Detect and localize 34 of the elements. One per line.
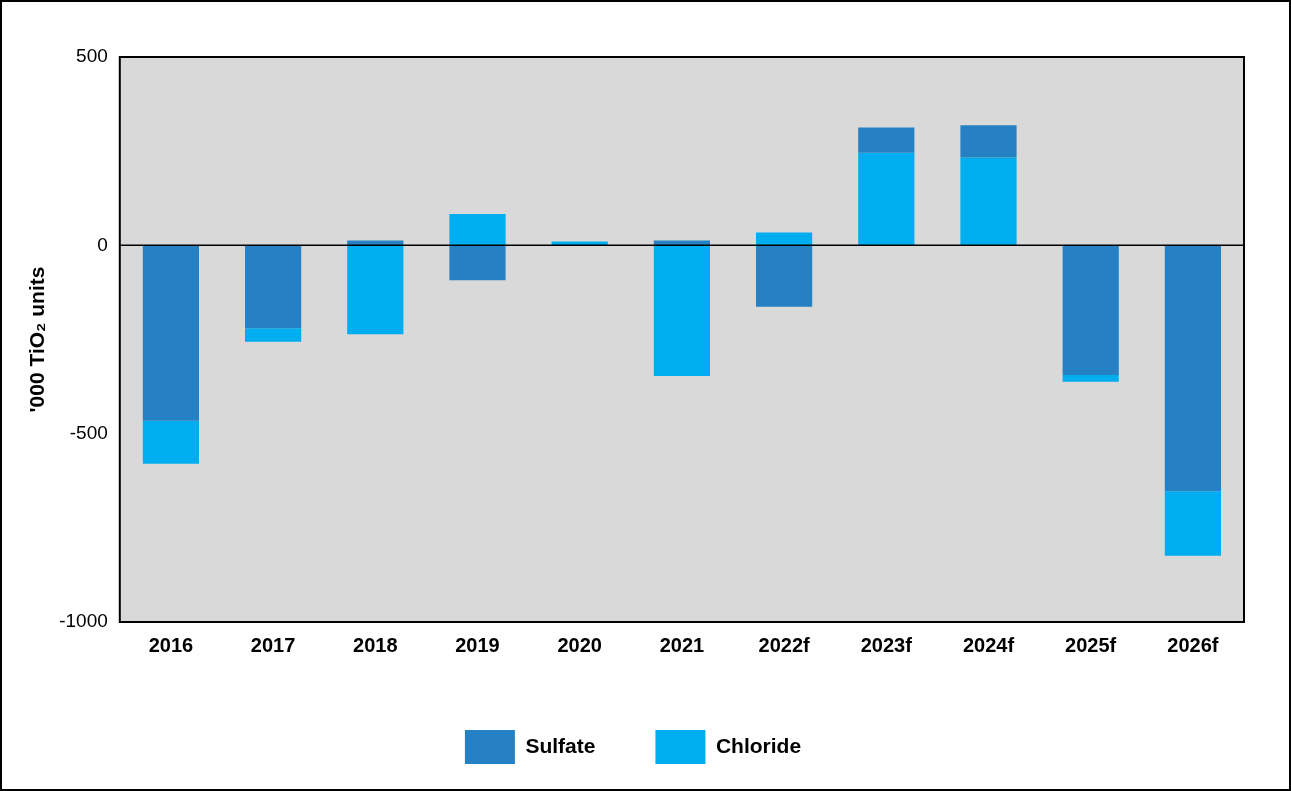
y-tick-label: 0 — [97, 233, 108, 255]
y-axis-title: '000 TiO₂ units — [25, 266, 49, 413]
bar — [755, 245, 813, 307]
bar — [244, 245, 302, 329]
bar — [653, 240, 710, 246]
bar — [449, 245, 506, 281]
bar — [347, 245, 404, 335]
x-tick-label: 2023f — [860, 633, 913, 656]
x-tick-label: 2025f — [1065, 633, 1117, 656]
bar — [1164, 491, 1222, 556]
x-tick-label: 2017 — [250, 633, 296, 656]
legend-label: Chloride — [715, 733, 802, 757]
bar — [347, 240, 404, 246]
bar — [653, 245, 710, 377]
x-tick-label: 2026f — [1167, 633, 1219, 656]
bar — [1062, 245, 1119, 375]
bar — [755, 232, 813, 246]
x-tick-label: 2018 — [353, 633, 398, 656]
bar — [1062, 374, 1119, 382]
y-tick-label: -500 — [69, 421, 108, 443]
bar — [142, 245, 199, 421]
bar — [244, 328, 302, 342]
x-tick-label: 2019 — [455, 633, 500, 656]
legend-label: Sulfate — [525, 733, 596, 757]
x-tick-label: 2021 — [659, 633, 705, 656]
y-tick-label: -1000 — [59, 610, 108, 632]
x-tick-label: 2022f — [758, 633, 811, 656]
bar — [1164, 245, 1222, 492]
x-tick-label: 2020 — [557, 633, 602, 656]
y-tick-label: 500 — [76, 45, 108, 67]
x-tick-label: 2024f — [962, 633, 1015, 656]
bar — [449, 214, 506, 246]
bar — [142, 420, 199, 464]
x-tick-label: 2016 — [148, 633, 194, 656]
